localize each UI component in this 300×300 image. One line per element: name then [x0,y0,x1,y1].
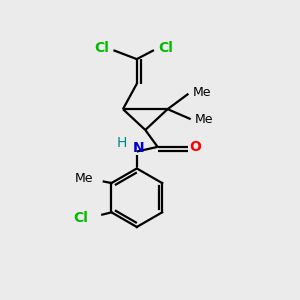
Text: Me: Me [195,113,213,126]
Text: Me: Me [74,172,93,185]
Text: Me: Me [192,86,211,99]
Text: N: N [133,141,144,155]
Text: Cl: Cl [158,40,173,55]
Text: O: O [189,140,201,154]
Text: Cl: Cl [74,211,88,225]
Text: H: H [116,136,127,150]
Text: Cl: Cl [95,40,110,55]
